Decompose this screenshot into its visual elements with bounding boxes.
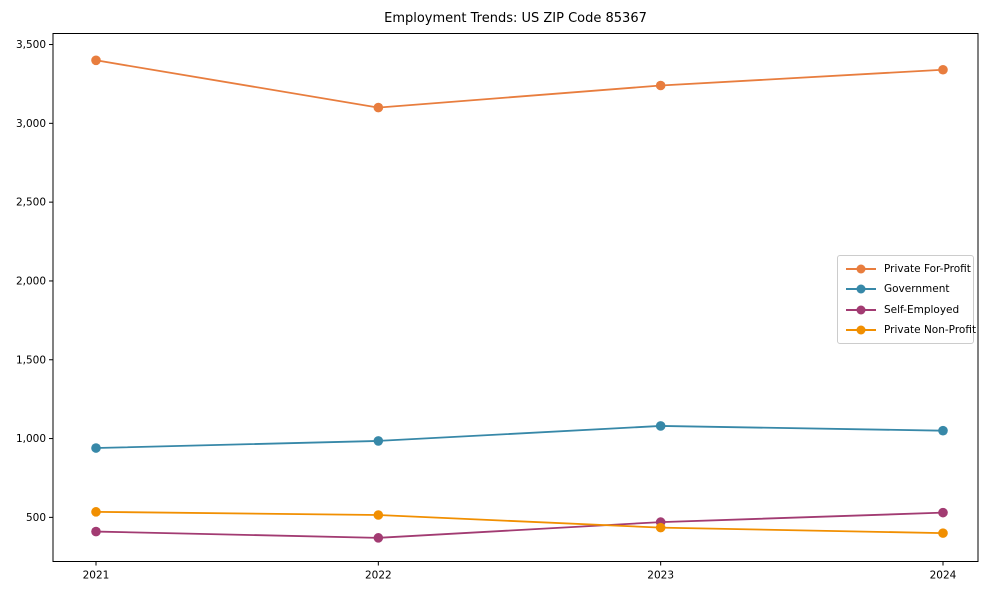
data-point-private-non-profit-2024 <box>938 528 948 538</box>
y-tick-label: 500 <box>26 512 46 524</box>
data-point-private-non-profit-2022 <box>373 510 384 520</box>
line-marker-swatch <box>846 264 876 275</box>
legend-item-government: Government <box>844 279 967 299</box>
line-marker-swatch <box>846 324 876 335</box>
legend-item-self-employed: Self-Employed <box>844 300 967 320</box>
y-tick-label: 2,000 <box>16 275 46 287</box>
data-point-government-2024 <box>938 425 948 436</box>
series-line-self-employed <box>95 511 944 539</box>
series-line-private-for-profit <box>95 59 944 109</box>
y-tick-label: 1,000 <box>16 433 46 445</box>
data-point-private-for-profit-2021 <box>91 55 101 66</box>
legend-label: Self-Employed <box>884 303 960 316</box>
legend-label: Private For-Profit <box>884 263 971 276</box>
data-point-government-2021 <box>91 443 101 453</box>
legend-label: Government <box>884 283 950 296</box>
data-point-private-non-profit-2023 <box>655 522 666 533</box>
data-point-self-employed-2022 <box>373 533 384 543</box>
y-tick-label: 3,500 <box>16 39 46 51</box>
x-tick-label: 2024 <box>930 570 957 582</box>
series-line-government <box>95 425 944 449</box>
data-point-private-for-profit-2024 <box>938 64 948 75</box>
data-point-private-for-profit-2022 <box>373 102 384 113</box>
plot-border <box>52 33 979 562</box>
legend-item-private-non-profit: Private Non-Profit <box>844 320 976 340</box>
line-marker-swatch <box>846 284 876 295</box>
data-point-self-employed-2021 <box>91 526 101 537</box>
data-point-government-2023 <box>655 421 666 431</box>
x-tick-label: 2023 <box>647 570 674 582</box>
legend-label: Private Non-Profit <box>884 323 977 336</box>
legend-item-private-for-profit: Private For-Profit <box>844 259 971 279</box>
legend: Private For-Profit Government Self-Emplo… <box>837 255 976 344</box>
x-tick-label: 2021 <box>83 570 110 582</box>
chart-title: Employment Trends: US ZIP Code 85367 <box>384 11 647 26</box>
data-point-private-non-profit-2021 <box>91 507 101 517</box>
y-tick-label: 1,500 <box>16 354 46 366</box>
series-line-private-non-profit <box>95 510 944 535</box>
x-tick-label: 2022 <box>365 570 392 582</box>
y-tick-label: 2,500 <box>16 197 46 209</box>
data-point-self-employed-2024 <box>938 507 948 518</box>
y-tick-label: 3,000 <box>16 118 46 130</box>
data-point-government-2022 <box>373 436 384 446</box>
line-marker-swatch <box>846 304 876 315</box>
data-point-private-for-profit-2023 <box>655 80 666 91</box>
